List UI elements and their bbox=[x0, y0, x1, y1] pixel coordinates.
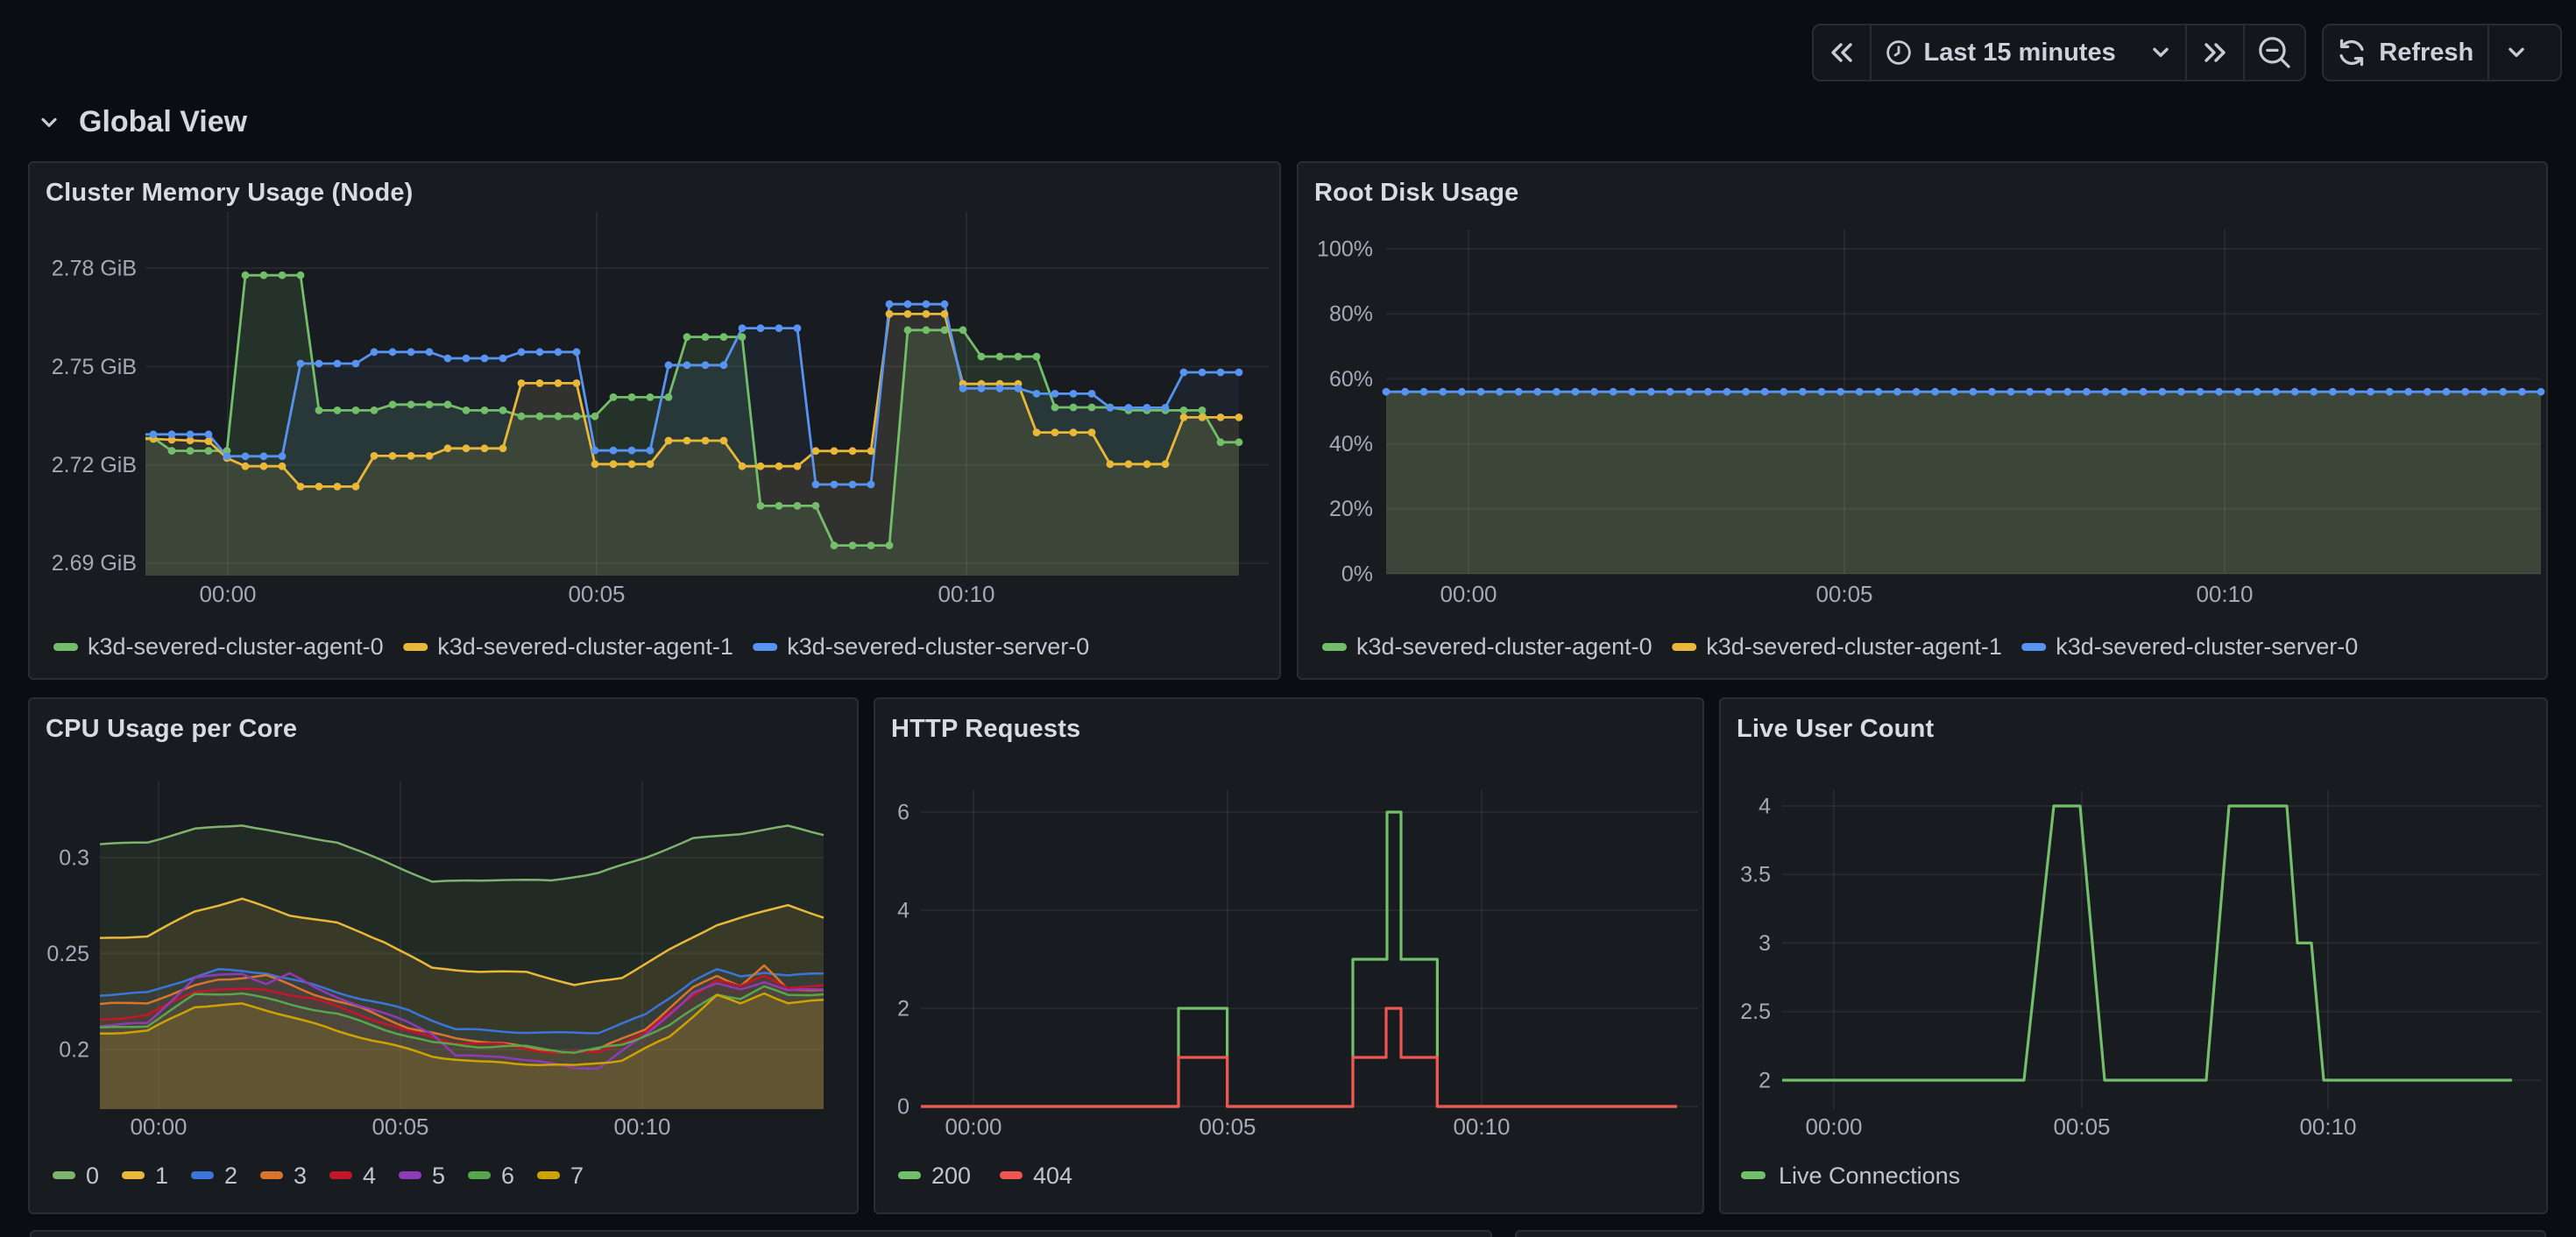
svg-text:00:10: 00:10 bbox=[2299, 1113, 2356, 1140]
svg-text:00:05: 00:05 bbox=[568, 581, 625, 607]
svg-text:2: 2 bbox=[897, 996, 909, 1021]
svg-text:0.3: 0.3 bbox=[59, 845, 89, 870]
svg-text:6: 6 bbox=[501, 1163, 514, 1189]
svg-text:0: 0 bbox=[86, 1163, 99, 1189]
svg-text:0.25: 0.25 bbox=[46, 942, 89, 966]
svg-text:200: 200 bbox=[931, 1163, 971, 1189]
svg-text:k3d-severed-cluster-agent-1: k3d-severed-cluster-agent-1 bbox=[1706, 633, 2002, 660]
svg-text:00:00: 00:00 bbox=[199, 581, 256, 607]
svg-text:Live Connections: Live Connections bbox=[1779, 1163, 1960, 1189]
svg-text:80%: 80% bbox=[1329, 302, 1373, 327]
svg-text:0%: 0% bbox=[1341, 562, 1373, 586]
svg-text:0: 0 bbox=[897, 1094, 909, 1119]
svg-text:00:10: 00:10 bbox=[938, 581, 994, 607]
svg-text:00:10: 00:10 bbox=[613, 1113, 670, 1140]
svg-text:2.5: 2.5 bbox=[1740, 1000, 1771, 1024]
svg-text:2.72 GiB: 2.72 GiB bbox=[52, 453, 137, 477]
svg-text:4: 4 bbox=[897, 898, 909, 922]
svg-text:2.75 GiB: 2.75 GiB bbox=[52, 355, 137, 379]
svg-text:1: 1 bbox=[155, 1163, 168, 1189]
svg-text:60%: 60% bbox=[1329, 367, 1373, 392]
svg-text:k3d-severed-cluster-agent-0: k3d-severed-cluster-agent-0 bbox=[88, 633, 384, 660]
svg-text:00:05: 00:05 bbox=[1815, 581, 1872, 607]
svg-text:40%: 40% bbox=[1329, 432, 1373, 456]
svg-text:k3d-severed-cluster-agent-0: k3d-severed-cluster-agent-0 bbox=[1356, 633, 1652, 660]
svg-text:00:05: 00:05 bbox=[2053, 1113, 2110, 1140]
svg-text:00:10: 00:10 bbox=[2196, 581, 2253, 607]
svg-text:4: 4 bbox=[363, 1163, 376, 1189]
svg-text:6: 6 bbox=[897, 800, 909, 824]
svg-text:3.5: 3.5 bbox=[1740, 863, 1771, 887]
svg-text:00:05: 00:05 bbox=[372, 1113, 428, 1140]
svg-text:2.69 GiB: 2.69 GiB bbox=[52, 551, 137, 576]
svg-text:7: 7 bbox=[570, 1163, 584, 1189]
svg-text:20%: 20% bbox=[1329, 497, 1373, 521]
svg-text:404: 404 bbox=[1033, 1163, 1072, 1189]
svg-text:00:00: 00:00 bbox=[1440, 581, 1497, 607]
svg-text:2: 2 bbox=[224, 1163, 237, 1189]
svg-text:00:00: 00:00 bbox=[130, 1113, 187, 1140]
svg-text:k3d-severed-cluster-agent-1: k3d-severed-cluster-agent-1 bbox=[437, 633, 733, 660]
svg-text:100%: 100% bbox=[1317, 237, 1373, 261]
svg-text:00:00: 00:00 bbox=[1805, 1113, 1862, 1140]
svg-text:3: 3 bbox=[294, 1163, 307, 1189]
svg-text:2.78 GiB: 2.78 GiB bbox=[52, 256, 137, 280]
svg-text:0.2: 0.2 bbox=[59, 1037, 89, 1062]
svg-text:3: 3 bbox=[1759, 931, 1771, 956]
svg-text:00:05: 00:05 bbox=[1199, 1113, 1256, 1140]
svg-text:00:10: 00:10 bbox=[1453, 1113, 1510, 1140]
svg-text:k3d-severed-cluster-server-0: k3d-severed-cluster-server-0 bbox=[787, 633, 1089, 660]
svg-text:k3d-severed-cluster-server-0: k3d-severed-cluster-server-0 bbox=[2056, 633, 2358, 660]
svg-text:5: 5 bbox=[432, 1163, 445, 1189]
svg-text:2: 2 bbox=[1759, 1068, 1771, 1092]
svg-text:00:00: 00:00 bbox=[945, 1113, 1001, 1140]
svg-text:4: 4 bbox=[1759, 794, 1771, 818]
